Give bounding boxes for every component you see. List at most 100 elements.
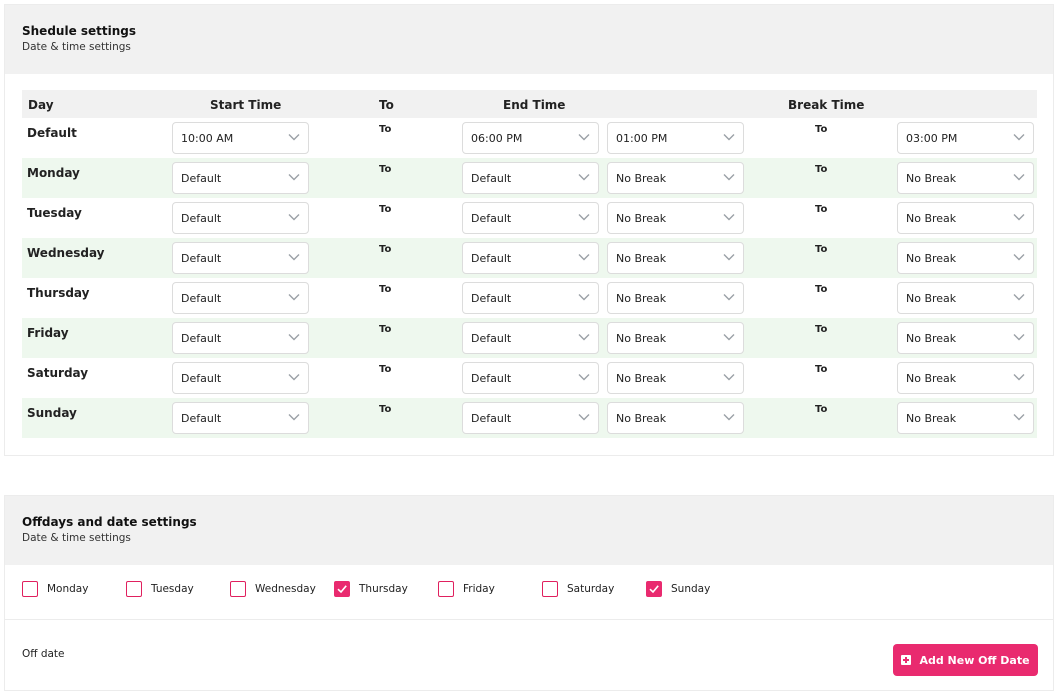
checkbox-label: Tuesday [151,583,194,595]
checkbox-label: Wednesday [255,583,316,595]
chevron-down-icon [1013,174,1025,181]
schedule-settings-subtitle: Date & time settings [22,41,131,53]
break-start-select[interactable]: No Break [607,362,744,394]
start-time-select[interactable]: Default [172,202,309,234]
break-end-select[interactable]: No Break [897,362,1034,394]
checkbox-box[interactable] [126,581,142,597]
checkbox-box[interactable] [334,581,350,597]
schedule-row: Thursday To To Default Default No Break No Bre… [22,278,1037,318]
offday-checkbox-tuesday[interactable]: Tuesday [126,580,194,598]
offdays-settings-subtitle: Date & time settings [22,532,131,544]
start-time-select[interactable]: Default [172,242,309,274]
day-label: Wednesday [27,246,105,260]
select-value: Default [181,292,222,305]
to-label: To [379,244,392,255]
end-time-select[interactable]: Default [462,282,599,314]
break-start-select[interactable]: No Break [607,162,744,194]
break-start-select[interactable]: 01:00 PM [607,122,744,154]
end-time-select[interactable]: Default [462,162,599,194]
select-value: No Break [616,212,667,225]
offday-checkbox-thursday[interactable]: Thursday [334,580,408,598]
chevron-down-icon [723,374,735,381]
end-time-select[interactable]: Default [462,362,599,394]
offday-checkbox-friday[interactable]: Friday [438,580,495,598]
offday-checkbox-sunday[interactable]: Sunday [646,580,710,598]
checkbox-box[interactable] [646,581,662,597]
day-label: Tuesday [27,206,82,220]
schedule-settings-title: Shedule settings [22,24,137,38]
off-date-label: Off date [22,648,65,660]
break-end-select[interactable]: No Break [897,322,1034,354]
start-time-select[interactable]: Default [172,162,309,194]
select-value: Default [471,332,512,345]
end-time-select[interactable]: Default [462,242,599,274]
chevron-down-icon [723,334,735,341]
schedule-row: Default To To 10:00 AM 06:00 PM 01:00 PM 03:00… [22,118,1037,158]
checkbox-label: Sunday [671,583,711,595]
end-time-select[interactable]: Default [462,322,599,354]
break-start-select[interactable]: No Break [607,322,744,354]
checkbox-label: Saturday [567,583,615,595]
checkbox-box[interactable] [22,581,38,597]
select-value: Default [471,292,512,305]
select-value: Default [181,252,222,265]
schedule-row: Wednesday To To Default Default No Break No Br… [22,238,1037,278]
checkbox-box[interactable] [230,581,246,597]
break-start-select[interactable]: No Break [607,202,744,234]
to-label: To [815,204,828,215]
start-time-select[interactable]: Default [172,402,309,434]
offday-checkbox-saturday[interactable]: Saturday [542,580,614,598]
offday-checkbox-monday[interactable]: Monday [22,580,88,598]
offdays-settings-card: Offdays and date settings Date & time se… [4,495,1054,691]
checkbox-label: Friday [463,583,495,595]
schedule-row: Tuesday To To Default Default No Break No Brea… [22,198,1037,238]
break-end-select[interactable]: No Break [897,282,1034,314]
chevron-down-icon [578,294,590,301]
chevron-down-icon [723,174,735,181]
plus-square-icon [901,655,912,665]
break-start-select[interactable]: No Break [607,402,744,434]
select-value: No Break [616,252,667,265]
check-icon [337,585,347,594]
chevron-down-icon [578,414,590,421]
select-value: Default [471,372,512,385]
end-time-select[interactable]: Default [462,202,599,234]
start-time-select[interactable]: Default [172,362,309,394]
chevron-down-icon [578,174,590,181]
break-end-select[interactable]: No Break [897,242,1034,274]
select-value: No Break [906,172,957,185]
start-time-select[interactable]: Default [172,282,309,314]
day-label: Default [27,126,77,140]
chevron-down-icon [288,294,300,301]
break-start-select[interactable]: No Break [607,282,744,314]
to-label: To [815,284,828,295]
chevron-down-icon [578,254,590,261]
to-label: To [379,324,392,335]
end-time-select[interactable]: 06:00 PM [462,122,599,154]
break-start-select[interactable]: No Break [607,242,744,274]
break-end-select[interactable]: No Break [897,202,1034,234]
checkbox-box[interactable] [438,581,454,597]
chevron-down-icon [578,374,590,381]
chevron-down-icon [288,374,300,381]
to-label: To [815,324,828,335]
select-value: Default [471,172,512,185]
break-end-select[interactable]: 03:00 PM [897,122,1034,154]
start-time-select[interactable]: 10:00 AM [172,122,309,154]
schedule-row: Friday To To Default Default No Break No Break [22,318,1037,358]
offday-checkbox-wednesday[interactable]: Wednesday [230,580,316,598]
day-label: Monday [27,166,80,180]
start-time-select[interactable]: Default [172,322,309,354]
select-value: No Break [616,332,667,345]
chevron-down-icon [1013,374,1025,381]
break-end-select[interactable]: No Break [897,402,1034,434]
checkbox-box[interactable] [542,581,558,597]
select-value: Default [471,412,512,425]
day-label: Sunday [27,406,77,420]
to-label: To [379,204,392,215]
add-new-off-date-button[interactable]: Add New Off Date [893,644,1038,676]
offdays-settings-title: Offdays and date settings [22,515,197,529]
break-end-select[interactable]: No Break [897,162,1034,194]
checkbox-label: Monday [47,583,89,595]
end-time-select[interactable]: Default [462,402,599,434]
